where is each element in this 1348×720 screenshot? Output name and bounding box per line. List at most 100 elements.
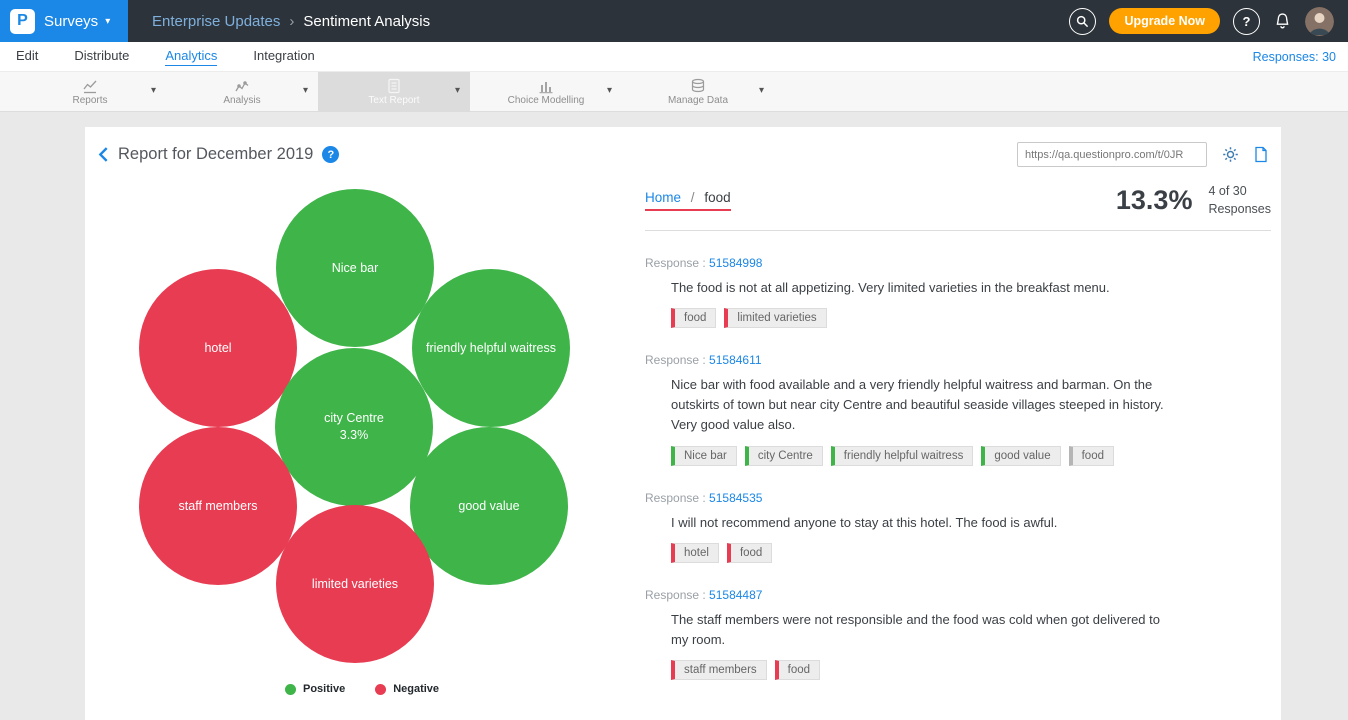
line-chart-icon: [83, 80, 97, 93]
bubble-friendly-helpful-waitress[interactable]: friendly helpful waitress: [412, 269, 570, 427]
responses-panel: Home / food 13.3% 4 of 30 Responses Resp…: [645, 183, 1271, 680]
tag-row: staff members food: [671, 659, 1271, 680]
sentiment-tag[interactable]: hotel: [671, 542, 719, 563]
positive-dot-icon: [285, 683, 296, 695]
sentiment-tag[interactable]: food: [1068, 445, 1114, 466]
toolbar-item-analysis[interactable]: Analysis ▾: [166, 72, 318, 112]
title-help-button[interactable]: ?: [322, 146, 340, 163]
database-icon: [691, 78, 705, 93]
toolbar-item-reports[interactable]: Reports ▾: [14, 72, 166, 112]
toolbar-item-text-report[interactable]: Text Report ▾: [318, 72, 470, 112]
bubble-good-value[interactable]: good value: [410, 427, 568, 585]
scatter-chart-icon: [235, 80, 249, 91]
topic-breadcrumb: Home / food: [645, 190, 731, 211]
topic-percentage: 13.3%: [1115, 185, 1193, 215]
chevron-down-icon[interactable]: ▾: [302, 85, 308, 96]
sentiment-tag[interactable]: food: [726, 542, 773, 563]
bubble-label: city Centre: [324, 411, 384, 426]
bubble-staff-members[interactable]: staff members: [139, 427, 297, 585]
sentiment-tag[interactable]: staff members: [671, 659, 767, 680]
sentiment-tag[interactable]: food: [774, 659, 821, 680]
legend-label: Negative: [393, 683, 440, 695]
breadcrumb-topic[interactable]: food: [704, 190, 731, 205]
report-card: Report for December 2019 ? Nice bar hote…: [85, 127, 1281, 720]
tag-row: hotel food: [671, 542, 1271, 563]
response-id-link[interactable]: 51584487: [709, 587, 763, 602]
product-switcher[interactable]: P Surveys ▾: [0, 0, 128, 42]
notifications-button[interactable]: [1273, 12, 1292, 31]
response-text: The food is not at all appetizing. Very …: [671, 280, 1110, 295]
legend-negative[interactable]: Negative: [375, 683, 439, 695]
toolbar-item-manage-data[interactable]: Manage Data ▾: [622, 72, 774, 112]
chevron-down-icon[interactable]: ▾: [606, 85, 612, 96]
back-button[interactable]: [98, 146, 109, 163]
tab-edit[interactable]: Edit: [16, 48, 39, 63]
text-report-icon: [388, 78, 400, 94]
tab-analytics[interactable]: Analytics: [165, 48, 218, 66]
sentiment-tag[interactable]: food: [671, 308, 717, 329]
bubble-label: limited varieties: [311, 576, 399, 591]
sentiment-tag[interactable]: good value: [981, 445, 1061, 466]
response-text: The staff members were not responsible a…: [671, 611, 1160, 647]
analytics-toolbar: Reports ▾ Analysis ▾ Text Report ▾ Choic…: [0, 72, 1348, 112]
bubble-label: friendly helpful waitress: [426, 340, 556, 355]
settings-button[interactable]: [1222, 146, 1239, 163]
response-label: Response :: [645, 490, 706, 505]
legend-positive[interactable]: Positive: [285, 683, 345, 695]
bubble-label: good value: [458, 498, 520, 513]
bubble-city-centre[interactable]: city Centre 3.3%: [275, 348, 433, 506]
tag-row: Nice bar city Centre friendly helpful wa…: [671, 445, 1271, 466]
sentiment-tag[interactable]: limited varieties: [724, 308, 827, 329]
chevron-down-icon[interactable]: ▾: [454, 85, 460, 96]
toolbar-item-label: Reports: [72, 94, 108, 106]
chevron-down-icon: ▾: [105, 15, 111, 27]
response-text: I will not recommend anyone to stay at t…: [671, 514, 1058, 530]
response-item: Response : 51584487 The staff members we…: [645, 588, 1271, 680]
response-label: Response :: [645, 256, 706, 270]
chevron-down-icon[interactable]: ▾: [150, 85, 156, 96]
response-id-link[interactable]: 51584998: [709, 256, 763, 270]
search-button[interactable]: [1069, 7, 1097, 35]
breadcrumb-survey-name[interactable]: Enterprise Updates: [152, 12, 281, 30]
response-id-link[interactable]: 51584611: [709, 353, 762, 368]
breadcrumb-current-page: Sentiment Analysis: [303, 12, 431, 30]
response-text: Nice bar with food available and a very …: [671, 377, 1164, 433]
responses-count: Responses: 30: [1252, 49, 1336, 64]
export-button[interactable]: [1254, 146, 1268, 163]
toolbar-item-choice-modelling[interactable]: Choice Modelling ▾: [470, 72, 622, 112]
product-name: Surveys: [44, 12, 99, 30]
document-icon: [1255, 146, 1267, 163]
user-avatar[interactable]: [1305, 6, 1334, 36]
count-line: Responses: [1208, 201, 1271, 216]
breadcrumb-home[interactable]: Home: [645, 190, 682, 205]
negative-dot-icon: [375, 683, 387, 695]
response-id-link[interactable]: 51584535: [709, 490, 763, 505]
sentiment-tag[interactable]: friendly helpful waitress: [830, 445, 974, 466]
sentiment-tag[interactable]: city Centre: [744, 445, 823, 466]
toolbar-item-label: Choice Modelling: [507, 94, 585, 106]
toolbar-item-label: Manage Data: [667, 95, 729, 106]
topbar-actions: Upgrade Now ?: [1069, 6, 1334, 36]
response-label: Response :: [645, 353, 706, 368]
breadcrumb-separator: /: [690, 190, 695, 205]
response-header: Response : 51584487: [645, 588, 1271, 602]
page-title: Report for December 2019: [118, 145, 314, 163]
bubble-limited-varieties[interactable]: limited varieties: [276, 505, 434, 663]
bubble-label: hotel: [204, 340, 232, 355]
sentiment-tag[interactable]: Nice bar: [671, 445, 737, 466]
bubble-percent: 3.3%: [339, 428, 369, 442]
tag-row: food limited varieties: [671, 308, 1271, 329]
response-item: Response : 51584998 The food is not at a…: [645, 256, 1271, 329]
bubble-nice-bar[interactable]: Nice bar: [276, 189, 434, 347]
bubble-hotel[interactable]: hotel: [139, 269, 297, 427]
upgrade-now-button[interactable]: Upgrade Now: [1109, 8, 1220, 34]
tab-integration[interactable]: Integration: [253, 48, 315, 63]
chart-legend: Positive Negative: [285, 683, 439, 695]
help-button[interactable]: ?: [1233, 7, 1260, 35]
share-url-input[interactable]: [1017, 142, 1207, 167]
tab-distribute[interactable]: Distribute: [74, 48, 130, 63]
chevron-left-icon: [98, 147, 108, 162]
chevron-down-icon[interactable]: ▾: [758, 85, 764, 96]
bell-icon: [1276, 12, 1289, 28]
questionpro-logo: P: [10, 8, 35, 34]
